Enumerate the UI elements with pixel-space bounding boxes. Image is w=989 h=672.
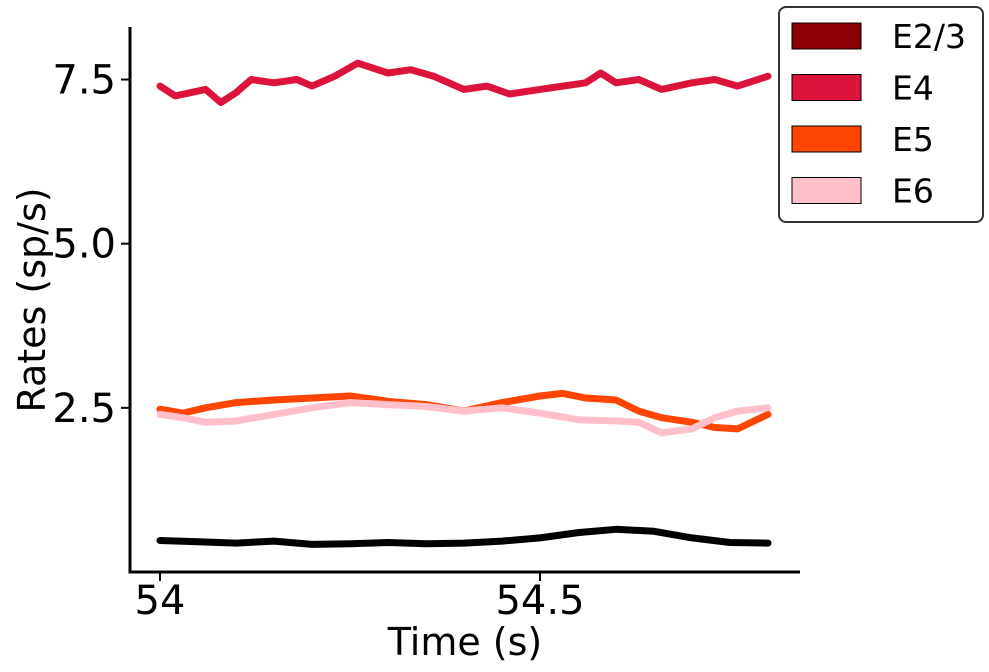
x-tick-label: 54.5 (495, 578, 584, 624)
legend-label: E4 (892, 69, 934, 108)
legend-items: E2/3 E4 E5 E6 (791, 17, 966, 211)
x-ticks: 54 54.5 (135, 572, 585, 624)
legend-swatch (791, 74, 862, 101)
series-layer (156, 59, 772, 548)
y-axis-label: Rates (sp/s) (10, 187, 54, 412)
x-tick-label: 54 (135, 578, 186, 624)
series-line-e6 (156, 399, 772, 437)
legend: E2/3 E4 E5 E6 (778, 6, 984, 223)
legend-frame (778, 6, 984, 223)
series-line-e23 (156, 525, 772, 548)
y-tick-label: 5.0 (52, 222, 116, 268)
y-tick-label: 2.5 (52, 386, 116, 432)
legend-swatch (791, 125, 862, 153)
legend-swatch (791, 177, 862, 204)
x-axis-label: Time (s) (387, 620, 543, 664)
legend-swatch (791, 22, 862, 50)
series-line-e4 (156, 59, 772, 106)
series-line-e5 (156, 389, 772, 433)
legend-label: E6 (892, 172, 934, 211)
y-tick-label: 7.5 (52, 58, 116, 104)
y-ticks: 2.5 5.0 7.5 (52, 58, 130, 432)
legend-label: E2/3 (892, 17, 966, 56)
legend-label: E5 (892, 120, 934, 159)
